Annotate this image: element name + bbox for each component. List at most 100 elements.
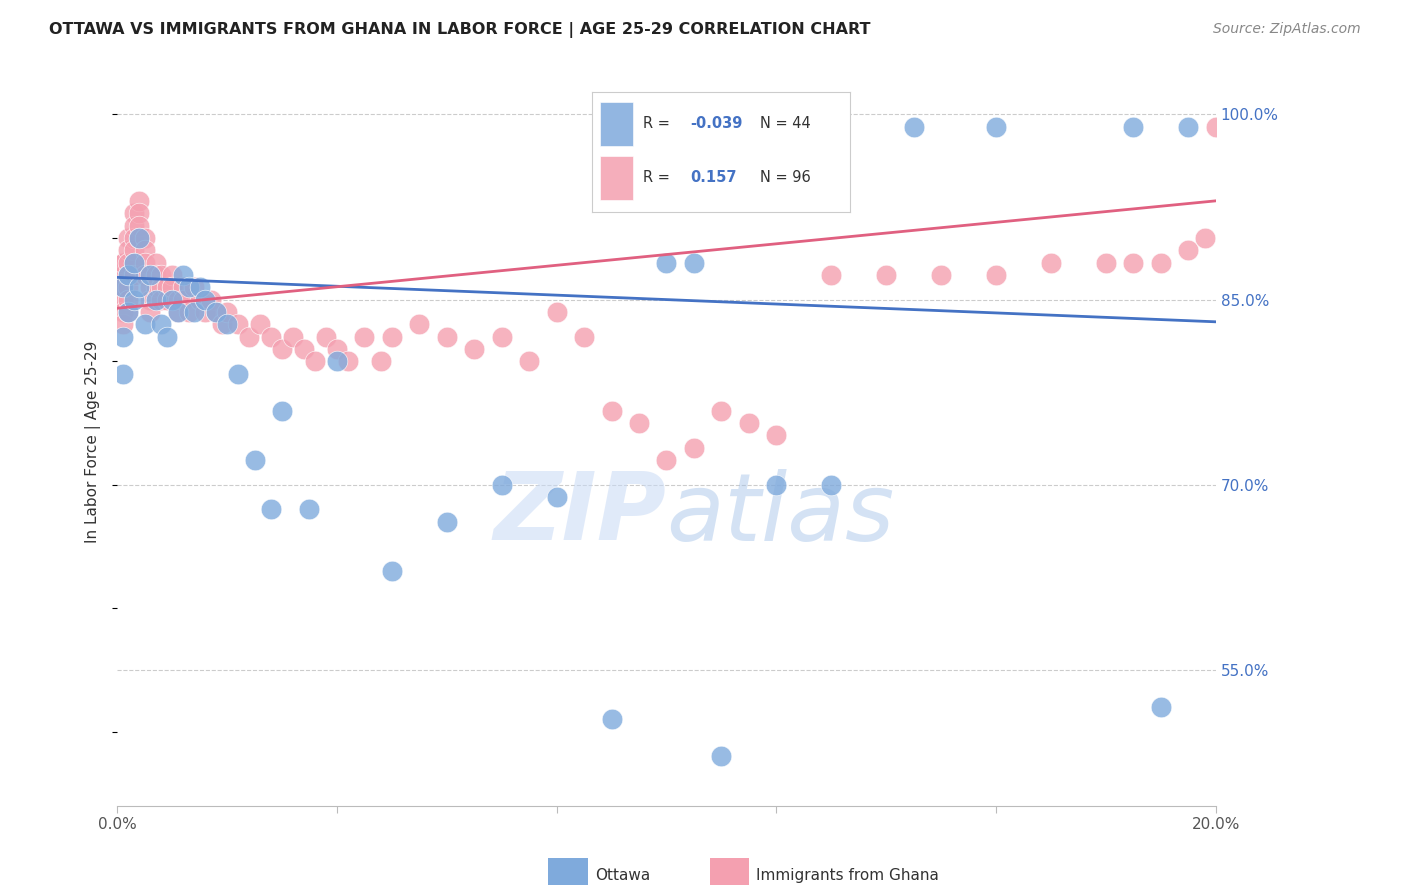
Text: OTTAWA VS IMMIGRANTS FROM GHANA IN LABOR FORCE | AGE 25-29 CORRELATION CHART: OTTAWA VS IMMIGRANTS FROM GHANA IN LABOR…	[49, 22, 870, 38]
Immigrants from Ghana	[200, 293, 222, 307]
Ottawa	[128, 280, 150, 294]
Ottawa	[166, 305, 188, 319]
Immigrants from Ghana	[145, 268, 167, 282]
Ottawa	[655, 255, 678, 269]
Immigrants from Ghana	[111, 255, 134, 269]
Immigrants from Ghana	[128, 231, 150, 245]
Ottawa	[160, 293, 183, 307]
Immigrants from Ghana	[134, 231, 156, 245]
Immigrants from Ghana	[381, 329, 404, 343]
Immigrants from Ghana	[188, 293, 211, 307]
Ottawa	[1177, 120, 1199, 134]
Immigrants from Ghana	[408, 318, 430, 332]
Ottawa	[134, 318, 156, 332]
Immigrants from Ghana	[172, 280, 194, 294]
Immigrants from Ghana	[517, 354, 540, 368]
Immigrants from Ghana	[122, 268, 145, 282]
Immigrants from Ghana	[117, 244, 139, 258]
Immigrants from Ghana	[111, 293, 134, 307]
Immigrants from Ghana	[353, 329, 375, 343]
Immigrants from Ghana	[134, 255, 156, 269]
Immigrants from Ghana	[128, 194, 150, 208]
Immigrants from Ghana	[122, 206, 145, 220]
Immigrants from Ghana	[117, 280, 139, 294]
Ottawa	[205, 305, 228, 319]
Immigrants from Ghana	[117, 255, 139, 269]
Ottawa	[820, 477, 842, 491]
Immigrants from Ghana	[436, 329, 458, 343]
Immigrants from Ghana	[134, 268, 156, 282]
Ottawa	[217, 318, 239, 332]
Y-axis label: In Labor Force | Age 25-29: In Labor Force | Age 25-29	[86, 341, 101, 542]
Immigrants from Ghana	[122, 244, 145, 258]
Ottawa	[243, 453, 266, 467]
Immigrants from Ghana	[1194, 231, 1216, 245]
Ottawa	[260, 502, 283, 516]
Ottawa	[1122, 120, 1144, 134]
Immigrants from Ghana	[710, 403, 733, 417]
Immigrants from Ghana	[370, 354, 392, 368]
Immigrants from Ghana	[128, 219, 150, 233]
Immigrants from Ghana	[105, 268, 128, 282]
Ottawa	[326, 354, 349, 368]
Immigrants from Ghana	[134, 244, 156, 258]
Immigrants from Ghana	[117, 231, 139, 245]
Immigrants from Ghana	[1039, 255, 1062, 269]
Immigrants from Ghana	[117, 293, 139, 307]
Ottawa	[765, 477, 787, 491]
Ottawa	[903, 120, 925, 134]
Immigrants from Ghana	[463, 342, 485, 356]
Immigrants from Ghana	[281, 329, 304, 343]
Immigrants from Ghana	[875, 268, 897, 282]
Immigrants from Ghana	[117, 268, 139, 282]
Immigrants from Ghana	[150, 280, 173, 294]
Immigrants from Ghana	[156, 280, 179, 294]
Ottawa	[145, 293, 167, 307]
Ottawa	[194, 293, 217, 307]
Immigrants from Ghana	[572, 329, 595, 343]
Immigrants from Ghana	[326, 342, 349, 356]
Immigrants from Ghana	[128, 206, 150, 220]
Ottawa	[122, 255, 145, 269]
Text: atlas: atlas	[666, 469, 894, 560]
Immigrants from Ghana	[111, 305, 134, 319]
Immigrants from Ghana	[166, 305, 188, 319]
Immigrants from Ghana	[1095, 255, 1118, 269]
Ottawa	[271, 403, 294, 417]
Immigrants from Ghana	[249, 318, 271, 332]
Immigrants from Ghana	[111, 280, 134, 294]
Immigrants from Ghana	[491, 329, 513, 343]
Immigrants from Ghana	[217, 305, 239, 319]
Ottawa	[226, 367, 249, 381]
Immigrants from Ghana	[117, 305, 139, 319]
Immigrants from Ghana	[183, 280, 205, 294]
Immigrants from Ghana	[1205, 120, 1227, 134]
Ottawa	[117, 268, 139, 282]
Ottawa	[710, 749, 733, 764]
Immigrants from Ghana	[238, 329, 260, 343]
Immigrants from Ghana	[111, 318, 134, 332]
Immigrants from Ghana	[145, 255, 167, 269]
Ottawa	[156, 329, 179, 343]
Immigrants from Ghana	[122, 255, 145, 269]
Immigrants from Ghana	[820, 268, 842, 282]
Ottawa	[122, 293, 145, 307]
Immigrants from Ghana	[111, 280, 134, 294]
Immigrants from Ghana	[336, 354, 359, 368]
Immigrants from Ghana	[139, 293, 162, 307]
Immigrants from Ghana	[111, 255, 134, 269]
Immigrants from Ghana	[655, 453, 678, 467]
Ottawa	[177, 280, 200, 294]
Ottawa	[150, 318, 173, 332]
Immigrants from Ghana	[105, 293, 128, 307]
Ottawa	[683, 255, 706, 269]
Immigrants from Ghana	[139, 280, 162, 294]
Ottawa	[117, 305, 139, 319]
Ottawa	[188, 280, 211, 294]
Immigrants from Ghana	[315, 329, 337, 343]
Ottawa	[381, 564, 404, 578]
Immigrants from Ghana	[929, 268, 952, 282]
Immigrants from Ghana	[145, 280, 167, 294]
Immigrants from Ghana	[194, 305, 217, 319]
Ottawa	[600, 712, 623, 726]
